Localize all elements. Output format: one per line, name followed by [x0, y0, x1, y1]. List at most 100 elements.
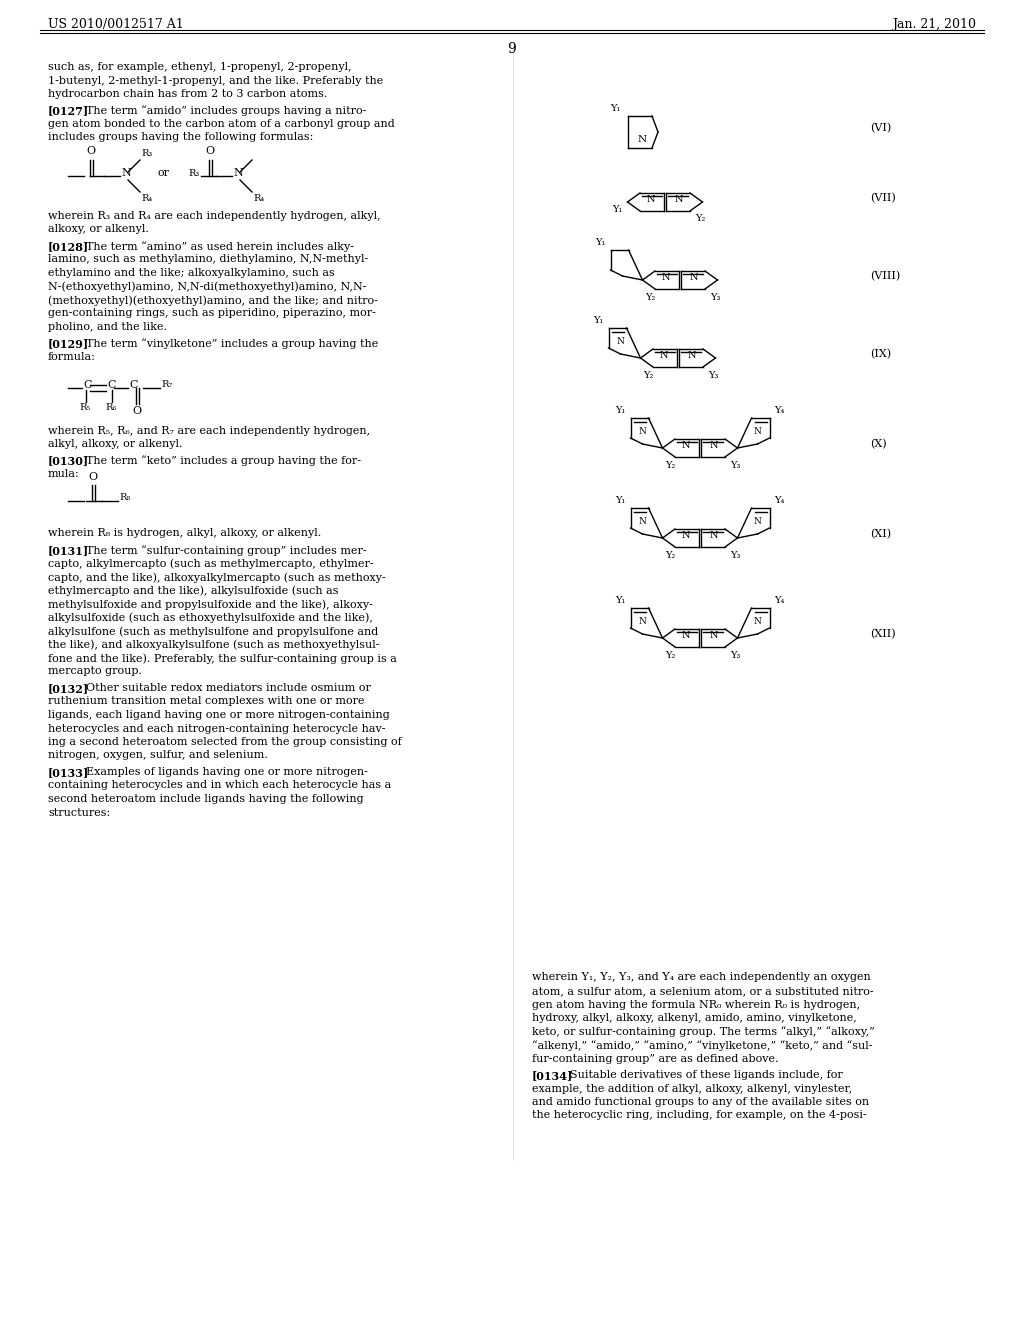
Text: Y₁: Y₁ — [615, 597, 626, 605]
Text: N: N — [639, 428, 646, 437]
Text: [0130]: [0130] — [48, 455, 89, 466]
Text: containing heterocycles and in which each heterocycle has a: containing heterocycles and in which eac… — [48, 780, 391, 791]
Text: R₄: R₄ — [141, 194, 153, 203]
Text: Y₃: Y₃ — [710, 293, 720, 302]
Text: R₆: R₆ — [105, 404, 117, 412]
Text: wherein R₅, R₆, and R₇ are each independently hydrogen,: wherein R₅, R₆, and R₇ are each independ… — [48, 425, 370, 436]
Text: or: or — [158, 168, 170, 178]
Text: ligands, each ligand having one or more nitrogen-containing: ligands, each ligand having one or more … — [48, 710, 390, 719]
Text: (VI): (VI) — [870, 123, 891, 133]
Text: capto, alkylmercapto (such as methylmercapto, ethylmer-: capto, alkylmercapto (such as methylmerc… — [48, 558, 374, 569]
Text: The term “sulfur-containing group” includes mer-: The term “sulfur-containing group” inclu… — [86, 545, 367, 556]
Text: Y₁: Y₁ — [615, 496, 626, 506]
Text: Y₁: Y₁ — [615, 407, 626, 414]
Text: N: N — [710, 631, 718, 640]
Text: N-(ethoxyethyl)amino, N,N-di(methoxyethyl)amino, N,N-: N-(ethoxyethyl)amino, N,N-di(methoxyethy… — [48, 281, 367, 292]
Text: Y₁: Y₁ — [595, 238, 605, 247]
Text: mercapto group.: mercapto group. — [48, 667, 142, 676]
Text: The term “amino” as used herein includes alky-: The term “amino” as used herein includes… — [86, 242, 354, 252]
Text: N: N — [639, 517, 646, 527]
Text: such as, for example, ethenyl, 1-propenyl, 2-propenyl,: such as, for example, ethenyl, 1-propeny… — [48, 62, 351, 73]
Text: structures:: structures: — [48, 808, 111, 817]
Text: (X): (X) — [870, 438, 887, 449]
Text: the heterocyclic ring, including, for example, on the 4-posi-: the heterocyclic ring, including, for ex… — [532, 1110, 866, 1121]
Text: N: N — [662, 273, 671, 282]
Text: wherein R₈ is hydrogen, alkyl, alkoxy, or alkenyl.: wherein R₈ is hydrogen, alkyl, alkoxy, o… — [48, 528, 322, 539]
Text: ethylmercapto and the like), alkylsulfoxide (such as: ethylmercapto and the like), alkylsulfox… — [48, 586, 339, 597]
Text: gen atom bonded to the carbon atom of a carbonyl group and: gen atom bonded to the carbon atom of a … — [48, 119, 394, 129]
Text: N: N — [616, 338, 625, 346]
Text: Y₃: Y₃ — [708, 371, 719, 380]
Text: C: C — [106, 380, 116, 389]
Text: N: N — [754, 517, 762, 527]
Text: Other suitable redox mediators include osmium or: Other suitable redox mediators include o… — [86, 682, 371, 693]
Text: the like), and alkoxyalkylsulfone (such as methoxyethylsul-: the like), and alkoxyalkylsulfone (such … — [48, 639, 380, 649]
Text: Jan. 21, 2010: Jan. 21, 2010 — [892, 18, 976, 30]
Text: O: O — [206, 147, 215, 156]
Text: N: N — [659, 351, 669, 360]
Text: N: N — [637, 136, 646, 144]
Text: gen atom having the formula NR₀ wherein R₀ is hydrogen,: gen atom having the formula NR₀ wherein … — [532, 999, 860, 1010]
Text: O: O — [89, 471, 97, 482]
Text: The term “vinylketone” includes a group having the: The term “vinylketone” includes a group … — [86, 338, 378, 350]
Text: methylsulfoxide and propylsulfoxide and the like), alkoxy-: methylsulfoxide and propylsulfoxide and … — [48, 599, 373, 610]
Text: Y₄: Y₄ — [774, 407, 784, 414]
Text: Y₄: Y₄ — [774, 597, 784, 605]
Text: Y₂: Y₂ — [695, 214, 706, 223]
Text: N: N — [121, 168, 131, 178]
Text: US 2010/0012517 A1: US 2010/0012517 A1 — [48, 18, 183, 30]
Text: Y₂: Y₂ — [665, 550, 675, 560]
Text: [0131]: [0131] — [48, 545, 89, 556]
Text: includes groups having the following formulas:: includes groups having the following for… — [48, 132, 313, 143]
Text: alkylsulfone (such as methylsulfone and propylsulfone and: alkylsulfone (such as methylsulfone and … — [48, 626, 378, 636]
Text: Y₁: Y₁ — [612, 205, 623, 214]
Text: N: N — [675, 195, 683, 205]
Text: Y₃: Y₃ — [730, 651, 740, 660]
Text: R₃: R₃ — [141, 149, 153, 158]
Text: Y₄: Y₄ — [774, 496, 784, 506]
Text: N: N — [710, 441, 718, 450]
Text: pholino, and the like.: pholino, and the like. — [48, 322, 167, 333]
Text: (XI): (XI) — [870, 529, 891, 539]
Text: Y₂: Y₂ — [643, 371, 653, 380]
Text: N: N — [710, 532, 718, 540]
Text: O: O — [133, 405, 141, 416]
Text: ethylamino and the like; alkoxyalkylamino, such as: ethylamino and the like; alkoxyalkylamin… — [48, 268, 335, 279]
Text: The term “amido” includes groups having a nitro-: The term “amido” includes groups having … — [86, 106, 367, 116]
Text: wherein Y₁, Y₂, Y₃, and Y₄ are each independently an oxygen: wherein Y₁, Y₂, Y₃, and Y₄ are each inde… — [532, 973, 870, 982]
Text: heterocycles and each nitrogen-containing heterocycle hav-: heterocycles and each nitrogen-containin… — [48, 723, 385, 734]
Text: [0133]: [0133] — [48, 767, 89, 777]
Text: R₄: R₄ — [253, 194, 264, 203]
Text: (XII): (XII) — [870, 628, 896, 639]
Text: capto, and the like), alkoxyalkylmercapto (such as methoxy-: capto, and the like), alkoxyalkylmercapt… — [48, 572, 386, 582]
Text: ing a second heteroatom selected from the group consisting of: ing a second heteroatom selected from th… — [48, 737, 401, 747]
Text: atom, a sulfur atom, a selenium atom, or a substituted nitro-: atom, a sulfur atom, a selenium atom, or… — [532, 986, 873, 997]
Text: N: N — [647, 195, 655, 205]
Text: fone and the like). Preferably, the sulfur-containing group is a: fone and the like). Preferably, the sulf… — [48, 653, 397, 664]
Text: C: C — [129, 380, 137, 389]
Text: [0132]: [0132] — [48, 682, 89, 694]
Text: wherein R₃ and R₄ are each independently hydrogen, alkyl,: wherein R₃ and R₄ are each independently… — [48, 211, 381, 220]
Text: N: N — [233, 168, 243, 178]
Text: Y₂: Y₂ — [665, 651, 675, 660]
Text: (IX): (IX) — [870, 348, 891, 359]
Text: [0129]: [0129] — [48, 338, 89, 350]
Text: fur-containing group” are as defined above.: fur-containing group” are as defined abo… — [532, 1053, 778, 1064]
Text: (methoxyethyl)(ethoxyethyl)amino, and the like; and nitro-: (methoxyethyl)(ethoxyethyl)amino, and th… — [48, 294, 378, 305]
Text: alkyl, alkoxy, or alkenyl.: alkyl, alkoxy, or alkenyl. — [48, 440, 182, 449]
Text: Y₁: Y₁ — [609, 104, 620, 114]
Text: Examples of ligands having one or more nitrogen-: Examples of ligands having one or more n… — [86, 767, 368, 777]
Text: Y₃: Y₃ — [730, 550, 740, 560]
Text: C: C — [83, 380, 91, 389]
Text: N: N — [682, 631, 690, 640]
Text: N: N — [754, 428, 762, 437]
Text: gen-containing rings, such as piperidino, piperazino, mor-: gen-containing rings, such as piperidino… — [48, 309, 376, 318]
Text: nitrogen, oxygen, sulfur, and selenium.: nitrogen, oxygen, sulfur, and selenium. — [48, 751, 268, 760]
Text: alkylsulfoxide (such as ethoxyethylsulfoxide and the like),: alkylsulfoxide (such as ethoxyethylsulfo… — [48, 612, 373, 623]
Text: ruthenium transition metal complexes with one or more: ruthenium transition metal complexes wit… — [48, 697, 365, 706]
Text: N: N — [639, 618, 646, 627]
Text: 9: 9 — [508, 42, 516, 55]
Text: Suitable derivatives of these ligands include, for: Suitable derivatives of these ligands in… — [570, 1071, 843, 1080]
Text: The term “keto” includes a group having the for-: The term “keto” includes a group having … — [86, 455, 361, 466]
Text: example, the addition of alkyl, alkoxy, alkenyl, vinylester,: example, the addition of alkyl, alkoxy, … — [532, 1084, 852, 1093]
